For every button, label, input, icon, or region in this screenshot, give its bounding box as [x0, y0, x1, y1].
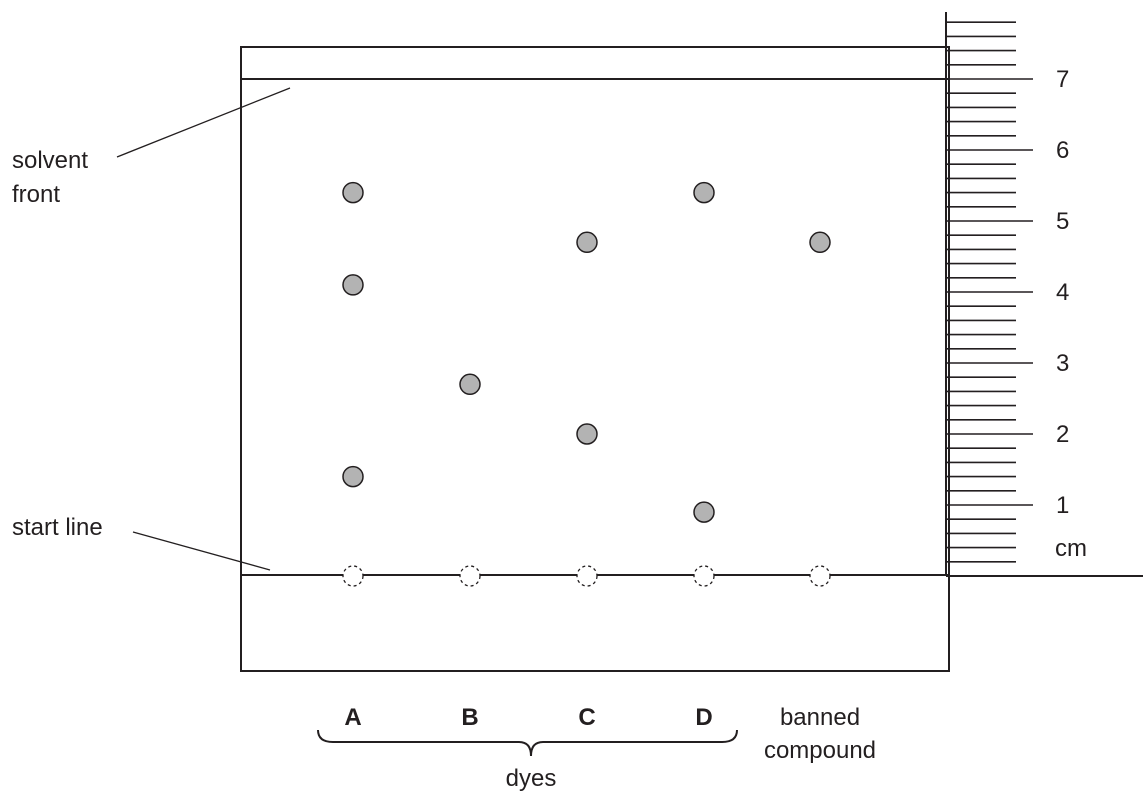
lane-labels: A B C D banned compound	[344, 704, 876, 764]
ruler-labels: 1 2 3 4 5 6 7	[1056, 66, 1069, 519]
spot-c-1	[576, 423, 598, 445]
banned-compound-label-line1: banned	[780, 704, 860, 731]
origin-spot-d	[693, 565, 715, 587]
spot-a-1	[342, 465, 364, 488]
origin-spot-banned	[809, 565, 831, 587]
ruler: 1 2 3 4 5 6 7 cm	[945, 12, 1143, 577]
ruler-ticks	[946, 21, 1033, 563]
ruler-label-5: 5	[1056, 208, 1069, 235]
ruler-label-6: 6	[1056, 137, 1069, 164]
solvent-front-pointer	[116, 87, 291, 158]
chromatography-paper	[240, 46, 950, 672]
ruler-label-4: 4	[1056, 279, 1069, 306]
ruler-label-3: 3	[1056, 350, 1069, 377]
ruler-unit-label: cm	[1055, 535, 1087, 562]
spot-c-2	[576, 231, 598, 254]
spot-group	[342, 181, 831, 587]
origin-spot-c	[576, 565, 598, 587]
ruler-label-7: 7	[1056, 66, 1069, 93]
solvent-front-label-line2: front	[12, 181, 60, 208]
banned-compound-label-line2: compound	[764, 737, 876, 764]
ruler-label-2: 2	[1056, 421, 1069, 448]
spot-d-2	[693, 181, 715, 204]
lane-label-d: D	[695, 704, 712, 731]
lane-label-b: B	[461, 704, 478, 731]
spot-b-1	[459, 373, 481, 396]
spot-a-2	[342, 274, 364, 296]
ruler-label-1: 1	[1056, 492, 1069, 519]
spot-banned-1	[809, 231, 831, 254]
lane-label-a: A	[344, 704, 361, 731]
lane-label-c: C	[578, 704, 595, 731]
start-line-pointer	[132, 531, 271, 571]
dyes-brace	[317, 729, 738, 757]
spot-a-3	[342, 181, 364, 204]
solvent-front-label-line1: solvent	[12, 147, 88, 174]
dyes-label: dyes	[506, 765, 557, 792]
origin-spot-b	[459, 565, 481, 587]
spot-d-1	[693, 501, 715, 523]
origin-spot-a	[342, 565, 364, 587]
start-line-label: start line	[12, 514, 103, 541]
